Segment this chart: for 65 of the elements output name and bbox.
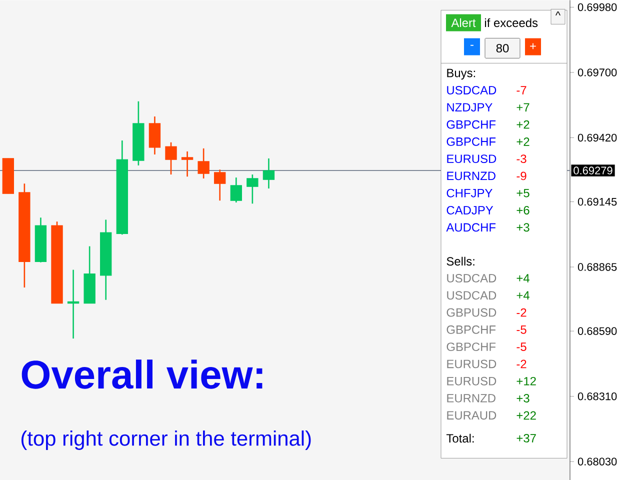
annotation: -5	[516, 325, 526, 334]
annotation: +37	[516, 434, 536, 442]
annotation: +2	[516, 120, 530, 128]
candlestick	[148, 116, 161, 155]
candlestick	[246, 174, 258, 204]
y-tick-label: 0.69145	[578, 198, 617, 206]
annotation: AUDCHF	[446, 222, 496, 232]
annotation: USDCAD	[447, 86, 496, 94]
annotation: +3	[516, 394, 530, 402]
candlestick	[198, 148, 210, 179]
candlestick	[214, 168, 226, 202]
annotation: +22	[516, 411, 536, 420]
annotation: CHFJPY	[446, 188, 492, 198]
y-tick-label: 0.69700	[578, 68, 617, 76]
candlestick	[262, 158, 275, 189]
y-tick-label: 0.69980	[578, 3, 617, 11]
annotation: Sells:	[446, 256, 474, 266]
annotation: +	[530, 43, 536, 49]
annotation: +5	[516, 188, 530, 198]
y-tick-label: 0.68310	[578, 392, 617, 400]
annotation: (top right corner in the terminal)	[22, 430, 311, 450]
annotation: Overall view:	[22, 359, 262, 389]
candlestick	[230, 176, 242, 203]
annotation: -3	[516, 154, 526, 163]
annotation: +7	[516, 103, 530, 112]
annotation: EURNZD	[447, 172, 496, 180]
annotation: GBPCHF	[446, 325, 496, 334]
annotation: EURUSD	[447, 360, 496, 368]
annotation: USDCAD	[447, 290, 496, 300]
y-tick-label: 0.69420	[578, 134, 617, 142]
annotation: -2	[516, 360, 526, 368]
candlestick	[165, 141, 177, 175]
annotation: 80	[496, 44, 509, 52]
annotation: -7	[516, 86, 526, 94]
annotation: ^	[555, 11, 561, 16]
annotation: NZDJPY	[447, 102, 492, 112]
annotation: -5	[516, 342, 526, 351]
annotation: GBPCHF	[446, 120, 496, 129]
annotation: EURNZD	[447, 394, 496, 402]
annotation: USDCAD	[447, 274, 496, 282]
annotation: Total:	[446, 434, 474, 442]
annotation: GBPUSD	[446, 308, 496, 317]
annotation: GBPCHF	[446, 137, 496, 146]
annotation: EURAUD	[447, 411, 496, 420]
y-tick-label: 0.68865	[578, 262, 617, 271]
annotation: Alert	[451, 18, 476, 27]
annotation: if exceeds	[485, 18, 538, 27]
annotation: +2	[516, 137, 530, 146]
annotation: -9	[516, 172, 526, 180]
annotation: -2	[516, 308, 526, 316]
annotation: CADJPY	[446, 206, 494, 214]
annotation: +3	[516, 222, 530, 232]
ref-line-label: 0.69279	[574, 166, 612, 174]
annotation: EURUSD	[447, 376, 496, 386]
annotation: -	[470, 44, 474, 46]
y-tick-label: 0.68590	[578, 327, 617, 335]
annotation: EURUSD	[447, 154, 496, 163]
annotation: +4	[516, 291, 530, 300]
annotation: +12	[516, 376, 536, 386]
annotation: +6	[516, 206, 530, 214]
annotation: GBPCHF	[446, 342, 496, 351]
annotation: Buys:	[447, 68, 476, 80]
y-tick-label: 0.68030	[578, 457, 617, 466]
annotation: +4	[516, 274, 530, 282]
candlestick	[181, 150, 194, 178]
